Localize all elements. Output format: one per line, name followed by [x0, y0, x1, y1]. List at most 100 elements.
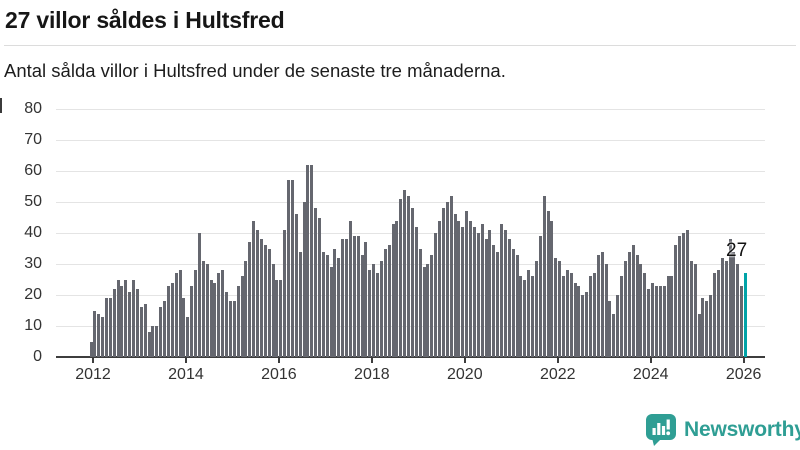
bar — [197, 233, 201, 357]
bar — [531, 276, 535, 357]
bar — [379, 260, 383, 357]
bar — [93, 310, 97, 357]
bar — [716, 270, 720, 357]
bar — [283, 229, 287, 357]
bar — [623, 260, 627, 357]
bar — [170, 282, 174, 357]
bar — [337, 257, 341, 357]
x-axis-label: 2016 — [261, 366, 297, 383]
bar — [538, 236, 542, 357]
bar — [585, 291, 589, 357]
bar — [108, 298, 112, 357]
bar — [476, 233, 480, 357]
y-axis-label: 20 — [24, 286, 42, 303]
bar — [666, 276, 670, 357]
bar — [225, 291, 229, 357]
bar — [256, 229, 260, 357]
bar — [399, 198, 403, 357]
bar — [631, 245, 635, 357]
bar — [697, 313, 701, 357]
bar — [101, 316, 105, 357]
bar — [387, 245, 391, 357]
x-axis-line — [56, 356, 765, 358]
bar — [248, 242, 252, 357]
newsworthy-logo: Newsworthy — [645, 413, 800, 447]
bar — [562, 276, 565, 357]
bar — [89, 341, 93, 357]
bar — [465, 211, 469, 357]
bar — [523, 279, 527, 357]
bar — [221, 270, 225, 357]
bar — [592, 273, 596, 357]
x-axis-tick — [463, 358, 466, 363]
bar — [511, 248, 515, 357]
bar — [732, 251, 736, 357]
bar — [569, 273, 573, 357]
bar — [635, 254, 639, 357]
bar — [705, 301, 709, 357]
bar — [740, 285, 744, 357]
bar — [267, 248, 271, 357]
bar — [407, 195, 411, 357]
bar — [329, 267, 333, 357]
bar — [178, 270, 182, 357]
x-axis-label: 2014 — [168, 366, 204, 383]
gridline — [56, 232, 765, 234]
bar — [213, 282, 217, 357]
bar — [232, 301, 236, 357]
bar — [651, 282, 655, 357]
bar — [736, 264, 740, 357]
bar — [275, 279, 279, 357]
bar — [461, 226, 465, 357]
bar — [135, 288, 139, 357]
bar — [426, 264, 430, 357]
bar — [724, 260, 728, 357]
bar — [271, 264, 275, 357]
bar — [318, 217, 321, 357]
x-axis-tick — [370, 358, 373, 363]
x-axis-tick — [277, 358, 280, 363]
bar — [728, 239, 732, 357]
bar — [701, 298, 705, 357]
gridline — [56, 108, 765, 110]
y-axis-label: 50 — [24, 193, 42, 210]
x-axis-tick — [742, 358, 745, 363]
bar — [527, 270, 531, 357]
bar — [453, 214, 457, 357]
bar — [132, 279, 136, 357]
bar — [639, 264, 643, 357]
bar — [112, 288, 116, 357]
bar — [674, 245, 678, 357]
title-divider — [4, 45, 796, 46]
bar — [519, 276, 523, 357]
bar — [159, 307, 163, 357]
bar — [658, 285, 662, 357]
bar — [228, 301, 232, 357]
bar — [492, 245, 496, 357]
bar — [430, 254, 434, 357]
bar — [252, 220, 256, 357]
bar — [352, 236, 356, 357]
bar — [240, 276, 244, 357]
bar — [310, 164, 314, 357]
bar — [139, 307, 143, 357]
bar — [244, 260, 248, 357]
bar — [546, 211, 550, 357]
bar — [325, 254, 329, 357]
y-axis-label: 10 — [24, 317, 42, 334]
bar — [600, 251, 604, 357]
bar — [190, 285, 194, 357]
bar — [372, 264, 376, 357]
bar — [573, 282, 577, 357]
bar — [534, 260, 538, 357]
bar — [480, 223, 484, 357]
bar — [356, 236, 360, 357]
bar — [589, 276, 593, 357]
bar — [685, 229, 689, 357]
y-axis-label: 0 — [33, 348, 42, 365]
bar — [259, 239, 263, 357]
x-axis-tick — [184, 358, 187, 363]
bar — [306, 164, 310, 357]
gridline — [56, 201, 765, 203]
bar — [263, 245, 267, 357]
